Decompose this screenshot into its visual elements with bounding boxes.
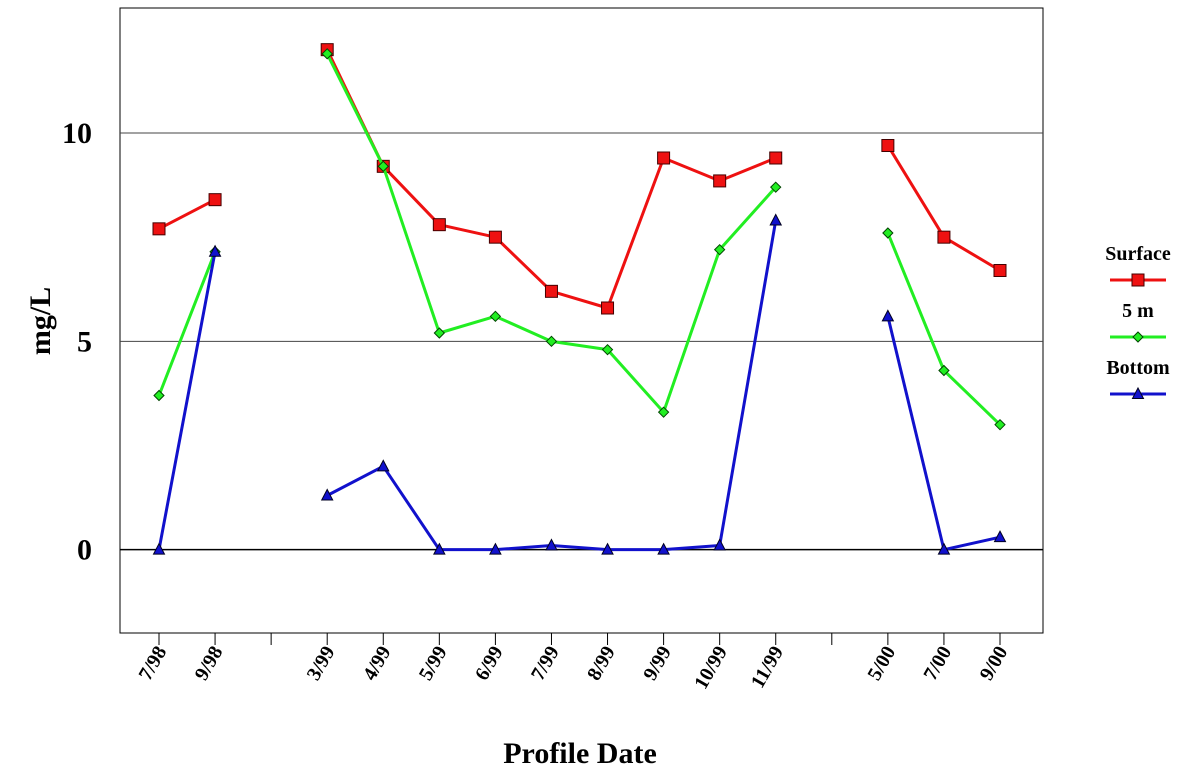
data-point <box>657 151 671 165</box>
x-axis-title: Profile Date <box>503 737 657 770</box>
data-point <box>545 335 558 348</box>
data-point <box>377 160 389 173</box>
x-tick-label: 10/99 <box>690 643 732 693</box>
x-tick-label: 9/98 <box>191 643 228 685</box>
x-tick-label: 6/99 <box>471 643 508 685</box>
data-point <box>937 542 951 555</box>
legend-marker <box>1131 386 1145 399</box>
x-tick-label: 7/99 <box>527 643 564 685</box>
x-tick-label: 7/00 <box>919 643 956 685</box>
data-point <box>488 230 502 244</box>
data-point <box>937 230 951 244</box>
data-point <box>881 139 895 152</box>
data-point <box>489 542 502 555</box>
legend-marker <box>1131 273 1145 287</box>
data-point <box>152 542 166 555</box>
legend-marker <box>1132 331 1144 343</box>
series-line <box>158 49 1001 310</box>
data-point <box>769 213 783 226</box>
x-tick-label: 9/99 <box>639 643 676 685</box>
data-point <box>544 284 558 298</box>
y-tick-label: 0 <box>77 534 92 567</box>
data-point <box>993 530 1007 543</box>
y-axis-title: mg/L <box>24 287 57 355</box>
data-point <box>938 364 950 377</box>
series-line <box>157 53 1002 426</box>
plot-frame <box>119 7 1044 634</box>
x-tick-label: 9/00 <box>975 643 1012 685</box>
data-point <box>994 418 1006 431</box>
legend-label: Bottom <box>1106 357 1170 379</box>
x-tick-label: 4/99 <box>359 643 396 685</box>
data-point <box>713 538 726 551</box>
x-tick-label: 5/00 <box>863 643 900 685</box>
legend-label: Surface <box>1105 243 1171 265</box>
data-point <box>208 193 222 207</box>
data-point <box>376 459 390 472</box>
y-tick-label: 10 <box>62 117 92 150</box>
data-point <box>432 218 446 232</box>
data-point <box>208 244 222 257</box>
legend-label: 5 m <box>1122 300 1154 322</box>
data-point <box>657 542 670 555</box>
data-point <box>770 181 782 193</box>
data-point <box>489 310 502 323</box>
x-tick-label: 11/99 <box>747 643 788 692</box>
data-point <box>152 222 166 236</box>
data-point <box>657 406 670 418</box>
data-point <box>601 343 614 356</box>
data-point <box>153 389 165 402</box>
data-point <box>713 174 727 188</box>
data-point <box>320 488 334 501</box>
y-tick-label: 5 <box>77 325 92 358</box>
data-point <box>433 327 446 339</box>
data-point <box>601 301 615 315</box>
x-tick-label: 7/98 <box>134 643 171 685</box>
x-tick-label: 8/99 <box>583 643 620 685</box>
series-line <box>157 220 1001 552</box>
data-point <box>601 542 614 555</box>
data-point <box>881 309 895 322</box>
data-point <box>545 538 558 551</box>
data-point <box>433 542 446 555</box>
data-point <box>993 264 1007 277</box>
x-tick-label: 5/99 <box>415 643 452 685</box>
data-point <box>321 48 333 60</box>
x-tick-label: 3/99 <box>303 643 340 685</box>
data-point <box>769 151 783 165</box>
data-point <box>882 227 894 239</box>
data-point <box>713 243 726 256</box>
